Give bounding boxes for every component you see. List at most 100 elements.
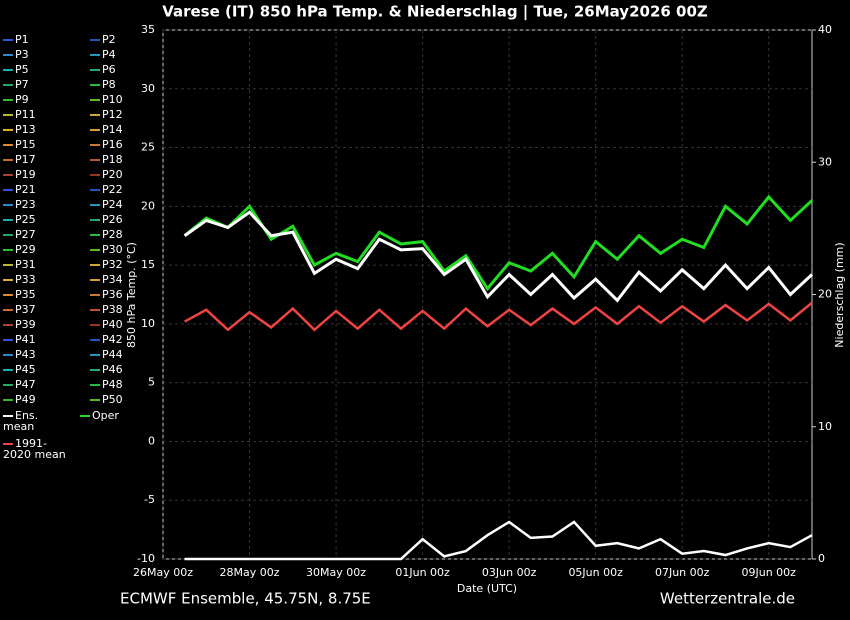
legend-swatch: [90, 219, 100, 221]
legend-label: P14: [102, 123, 123, 136]
legend-label: 1991-2020 mean: [3, 437, 66, 461]
legend-label: P18: [102, 153, 123, 166]
legend-item: P1: [3, 34, 71, 45]
legend-item: P11: [3, 109, 71, 120]
series-line: [183, 194, 814, 292]
legend-item: P38: [90, 304, 158, 315]
y-tick-label: -10: [137, 552, 155, 565]
legend-label: P35: [15, 288, 36, 301]
legend-label: P8: [102, 78, 116, 91]
legend-label: P32: [102, 258, 123, 271]
y-tick-label: 5: [148, 376, 155, 389]
legend-swatch: [3, 39, 13, 41]
legend-swatch: [3, 204, 13, 206]
legend-swatch: [3, 384, 13, 386]
legend-swatch: [3, 234, 13, 236]
legend-item: P5: [3, 64, 71, 75]
y2-tick-label: 40: [818, 23, 832, 36]
legend-item: P12: [90, 109, 158, 120]
legend-swatch: [3, 369, 13, 371]
legend-label: Oper: [92, 409, 119, 422]
legend-swatch: [90, 309, 100, 311]
legend-label: P48: [102, 378, 123, 391]
legend-label: P11: [15, 108, 36, 121]
legend-label: P38: [102, 303, 123, 316]
legend-item: P21: [3, 184, 71, 195]
legend-swatch: [3, 69, 13, 71]
legend-swatch: [3, 189, 13, 191]
legend-item: P34: [90, 274, 158, 285]
legend-label: P20: [102, 168, 123, 181]
legend-swatch: [90, 144, 100, 146]
legend-label: P15: [15, 138, 36, 151]
legend-swatch: [90, 384, 100, 386]
legend-label: P2: [102, 33, 116, 46]
legend-item: P32: [90, 259, 158, 270]
legend-label: P21: [15, 183, 36, 196]
legend-label: P40: [102, 318, 123, 331]
legend-item: P48: [90, 379, 158, 390]
legend-label: P22: [102, 183, 123, 196]
legend-swatch: [90, 39, 100, 41]
legend-swatch: [3, 443, 13, 445]
legend-item: P43: [3, 349, 71, 360]
legend-item: P25: [3, 214, 71, 225]
legend-swatch: [3, 129, 13, 131]
legend-label: P33: [15, 273, 36, 286]
legend-label: P30: [102, 243, 123, 256]
legend-swatch: [3, 309, 13, 311]
legend-swatch: [3, 249, 13, 251]
legend-swatch: [90, 399, 100, 401]
legend-item: P41: [3, 334, 71, 345]
legend-label: P41: [15, 333, 36, 346]
y2-tick-label: 0: [818, 552, 825, 565]
precip-mean-line: [184, 520, 813, 561]
legend-label: P7: [15, 78, 29, 91]
legend-item: P40: [90, 319, 158, 330]
legend-label: P36: [102, 288, 123, 301]
legend-swatch: [90, 159, 100, 161]
y2-axis-label: Niederschlag (mm): [833, 242, 846, 347]
legend-swatch: [90, 54, 100, 56]
legend-swatch: [3, 399, 13, 401]
y-axis-label: 850 hPa Temp. (°C): [125, 242, 138, 348]
legend-label: P25: [15, 213, 36, 226]
legend-item: P7: [3, 79, 71, 90]
legend-swatch: [90, 189, 100, 191]
x-tick-label: 28May 00z: [220, 566, 280, 579]
x-tick-label: 26May 00z: [133, 566, 193, 579]
legend-label: P24: [102, 198, 123, 211]
series-line: [183, 210, 814, 303]
legend-label: P28: [102, 228, 123, 241]
legend-item: P30: [90, 244, 158, 255]
y-tick-label: -5: [144, 493, 155, 506]
legend-label: P42: [102, 333, 123, 346]
legend-label: P50: [102, 393, 123, 406]
legend-item: P9: [3, 94, 71, 105]
legend-label: P26: [102, 213, 123, 226]
legend-item: P28: [90, 229, 158, 240]
legend-item: Oper: [80, 410, 148, 421]
legend-label: P46: [102, 363, 123, 376]
x-tick-label: 05Jun 00z: [568, 566, 623, 579]
legend-label: P37: [15, 303, 36, 316]
legend-item: P31: [3, 259, 71, 270]
legend-item: P29: [3, 244, 71, 255]
legend-swatch: [90, 294, 100, 296]
legend-label: P19: [15, 168, 36, 181]
legend-label: P9: [15, 93, 29, 106]
x-axis-label: Date (UTC): [457, 582, 517, 595]
legend-swatch: [90, 204, 100, 206]
legend-label: P34: [102, 273, 123, 286]
legend-item: P45: [3, 364, 71, 375]
legend-item: P19: [3, 169, 71, 180]
legend-item: P36: [90, 289, 158, 300]
legend-item: P18: [90, 154, 158, 165]
legend-item: P26: [90, 214, 158, 225]
legend-item: P24: [90, 199, 158, 210]
legend-label: P4: [102, 48, 116, 61]
legend-item: P8: [90, 79, 158, 90]
legend-swatch: [3, 294, 13, 296]
legend-item: 1991-2020 mean: [3, 438, 71, 460]
legend-label: P1: [15, 33, 29, 46]
